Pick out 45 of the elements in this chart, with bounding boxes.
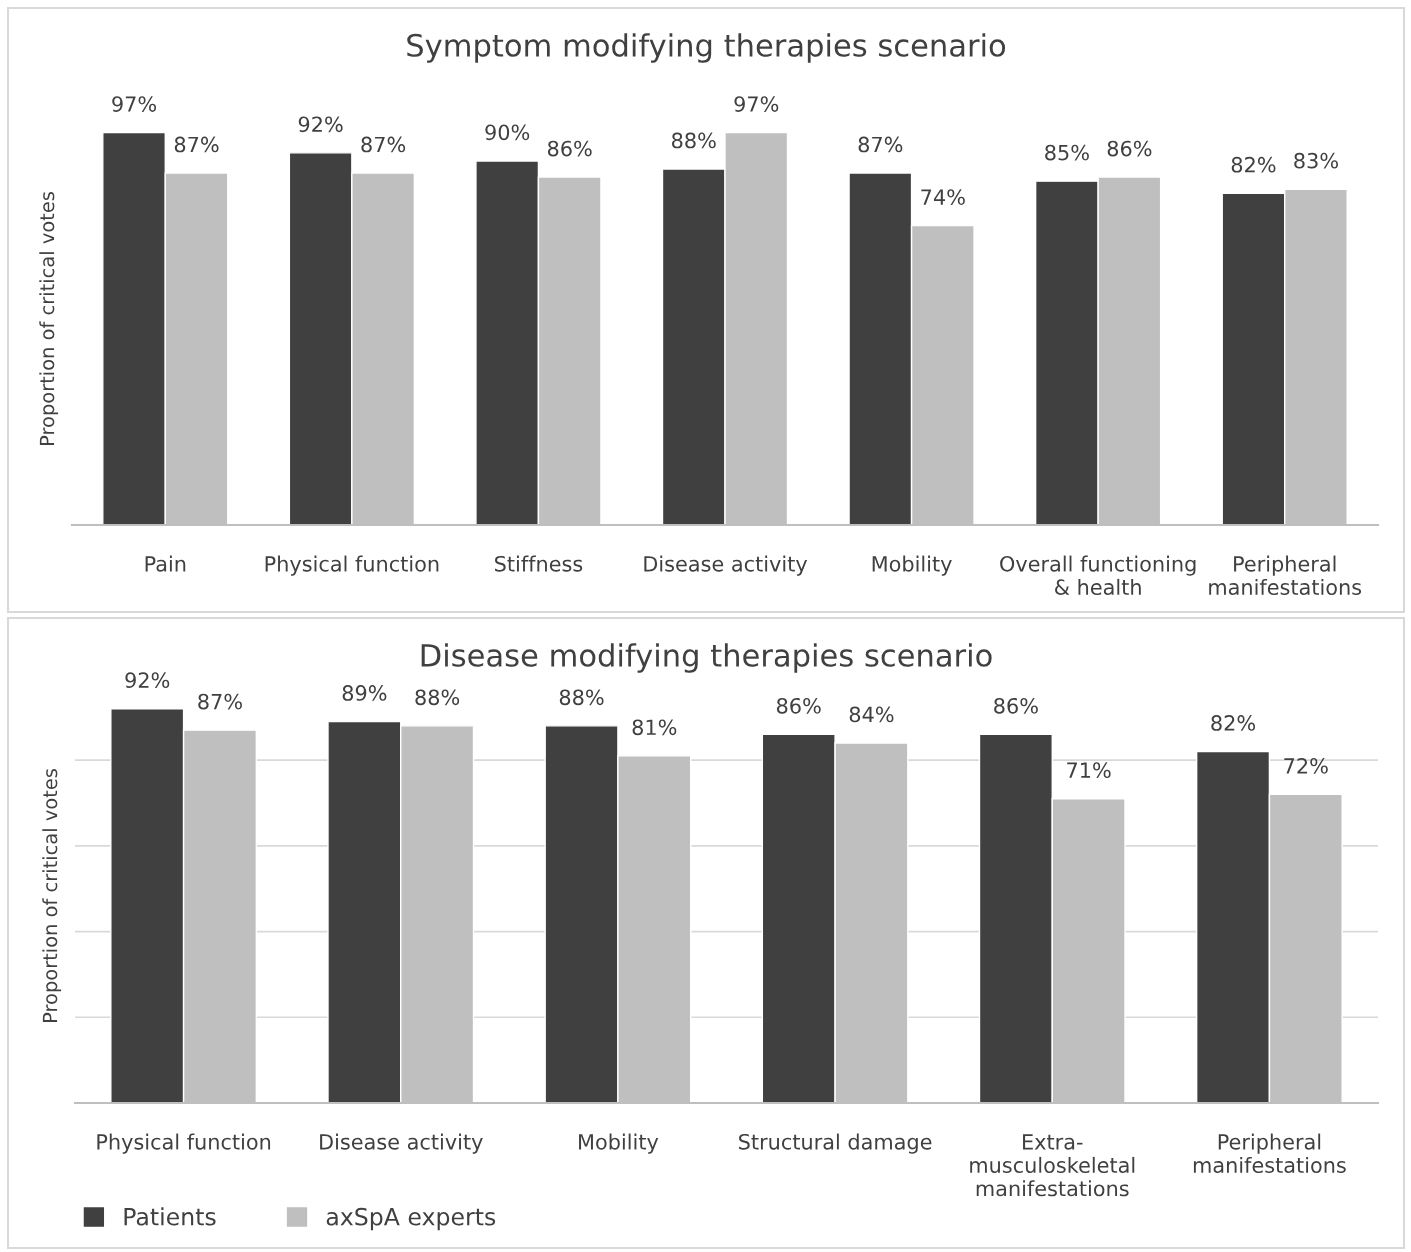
x-tick-label: Peripheral manifestations	[1209, 555, 1362, 596]
data-label: 86%	[776, 697, 821, 714]
x-tick-label: Overall functioning & health	[1000, 555, 1196, 596]
chart-title: Symptom modifying therapies scenario	[407, 33, 1006, 63]
data-label: 72%	[1284, 757, 1328, 774]
x-tick-label: Extra- musculoskeletal manifestations	[970, 1134, 1135, 1197]
x-tick-label: Peripheral manifestations	[1193, 1133, 1346, 1174]
data-label: 71%	[1067, 762, 1111, 779]
data-label: 92%	[298, 116, 343, 133]
data-label: 97%	[734, 96, 779, 112]
y-axis-title: Proportion of critical votes	[42, 769, 62, 1023]
data-label: 82%	[1231, 156, 1276, 173]
data-label: 86%	[547, 140, 592, 157]
x-tick-label: Disease activity	[320, 1133, 483, 1154]
x-tick-label: Stiffness	[495, 555, 583, 572]
data-label: 87%	[174, 136, 219, 153]
data-label: 87%	[198, 693, 242, 710]
data-label: 87%	[361, 136, 406, 153]
data-label: 92%	[125, 672, 170, 689]
data-label: 90%	[485, 124, 530, 141]
data-label: 89%	[342, 685, 387, 701]
x-tick-label: Mobility	[579, 1133, 659, 1154]
data-label: 97%	[112, 96, 157, 112]
data-label: 88%	[415, 689, 460, 706]
x-tick-label: Physical function	[265, 555, 439, 576]
data-label: 81%	[632, 719, 677, 736]
x-tick-label: Physical function	[97, 1133, 271, 1154]
data-label: 83%	[1294, 152, 1338, 169]
data-label: 74%	[921, 189, 965, 205]
chart-title: Disease modifying therapies scenario	[421, 643, 992, 673]
legend-label: axSpA experts	[326, 1207, 496, 1231]
data-label: 85%	[1045, 144, 1089, 161]
data-label: 87%	[858, 136, 903, 153]
x-tick-label: Structural damage	[739, 1133, 932, 1154]
data-label: 88%	[672, 132, 716, 149]
legend-label: Patients	[124, 1207, 216, 1226]
x-tick-label: Disease activity	[644, 555, 808, 576]
y-axis-title: Proportion of critical votes	[39, 192, 59, 446]
x-tick-label: Mobility	[872, 555, 952, 576]
x-tick-label: Pain	[145, 555, 186, 572]
data-label: 82%	[1211, 715, 1256, 731]
data-label: 88%	[559, 689, 604, 706]
data-label: 84%	[849, 706, 894, 723]
data-label: 86%	[994, 697, 1038, 714]
data-label: 86%	[1107, 140, 1152, 157]
